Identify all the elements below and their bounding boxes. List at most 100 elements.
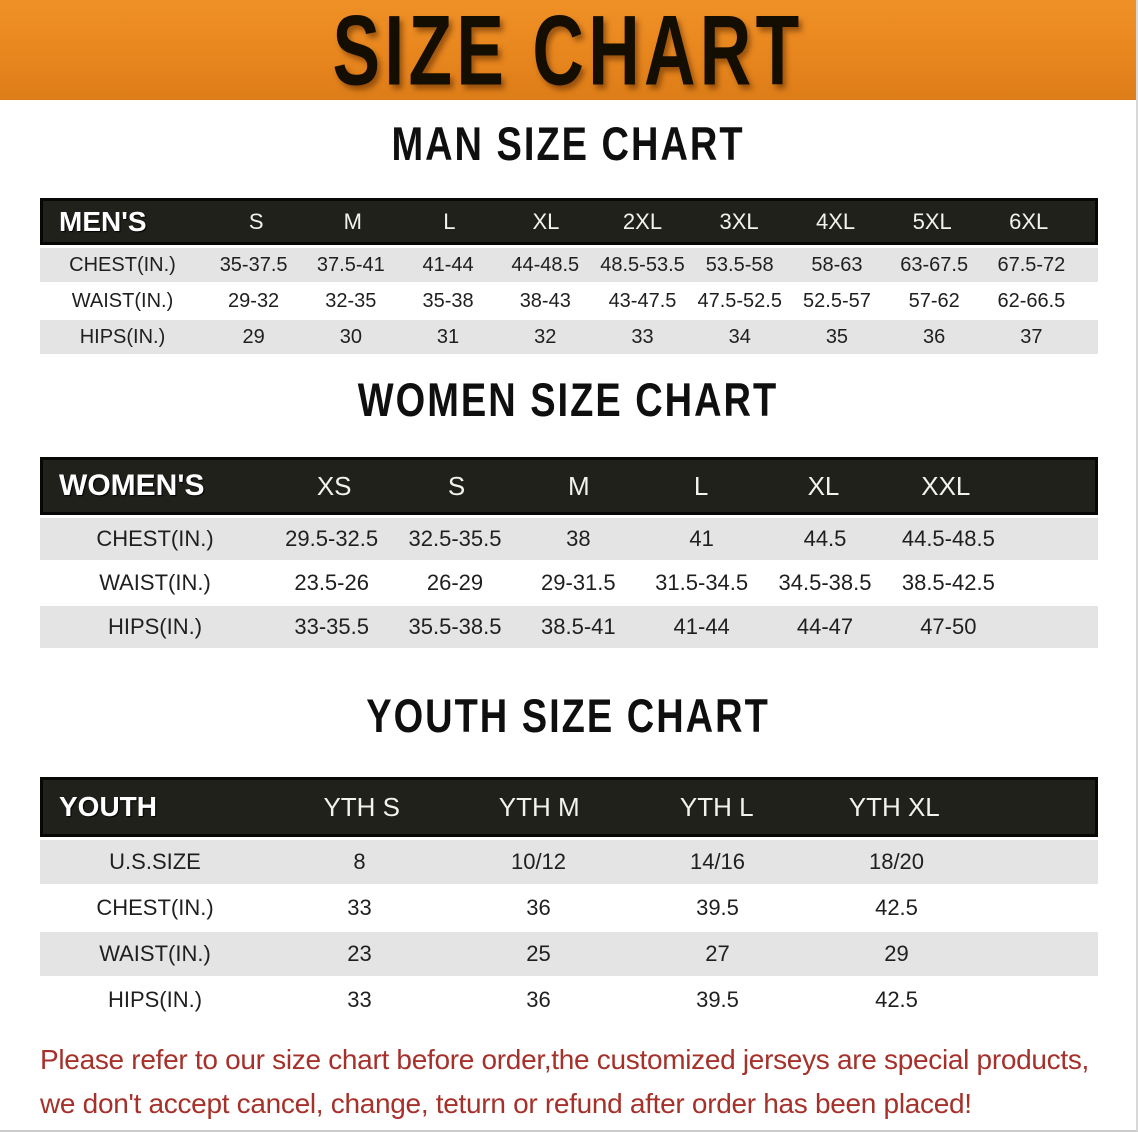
men-size-header-cell: XL bbox=[532, 208, 560, 234]
men-measurement-cell: 41-44 bbox=[422, 253, 474, 276]
men-measurement-cell: 57-62 bbox=[908, 289, 960, 312]
youth-size-header-cell: YTH XL bbox=[848, 791, 940, 822]
women-measurement-cell: 38.5-42.5 bbox=[901, 570, 995, 595]
men-size-header-cell: 5XL bbox=[912, 208, 952, 234]
women-size-header-cell: XL bbox=[807, 470, 840, 501]
men-size-header-cell: 3XL bbox=[719, 208, 759, 234]
disclaimer-line-2: we don't accept cancel, change, teturn o… bbox=[40, 1088, 972, 1119]
men-measurement-cell: 53.5-58 bbox=[705, 253, 774, 276]
banner: SIZE CHART bbox=[0, 0, 1136, 106]
youth-measurement-cell: 29 bbox=[884, 941, 909, 966]
women-row-label: WAIST(IN.) bbox=[99, 570, 211, 595]
youth-measurement-cell: 27 bbox=[705, 941, 730, 966]
women-size-header-cell: L bbox=[693, 470, 709, 501]
men-row-label: CHEST(IN.) bbox=[69, 253, 176, 276]
men-size-header-cell: L bbox=[443, 208, 456, 234]
youth-size-header-cell: YTH S bbox=[323, 791, 401, 822]
youth-table-row: CHEST(IN.) 33 36 39.5 42.5 bbox=[40, 886, 1098, 930]
men-size-header-cell: M bbox=[343, 208, 362, 234]
women-measurement-cell: 44.5 bbox=[803, 526, 847, 551]
men-measurement-cell: 43-47.5 bbox=[608, 289, 677, 312]
youth-measurement-cell: 33 bbox=[347, 895, 372, 920]
men-measurement-cell: 29 bbox=[242, 325, 265, 348]
men-measurement-cell: 32-35 bbox=[325, 289, 377, 312]
men-measurement-cell: 38-43 bbox=[519, 289, 571, 312]
women-measurement-cell: 33-35.5 bbox=[294, 614, 369, 639]
women-size-section: WOMEN SIZE CHART WOMEN'S XS S M L XL XXL CHEST(… bbox=[0, 375, 1136, 650]
youth-table-row: HIPS(IN.) 33 36 39.5 42.5 bbox=[40, 978, 1098, 1022]
youth-measurement-cell: 14/16 bbox=[689, 849, 746, 874]
youth-measurement-cell: 42.5 bbox=[875, 895, 918, 920]
women-size-header-cell: S bbox=[447, 470, 466, 501]
women-measurement-cell: 29.5-32.5 bbox=[285, 526, 379, 551]
youth-size-header-cell: YTH L bbox=[679, 791, 754, 822]
youth-size-section: YOUTH SIZE CHART YOUTH YTH S YTH M YTH L YTH… bbox=[0, 691, 1136, 1024]
men-measurement-cell: 37 bbox=[1020, 325, 1043, 348]
youth-section-title-wrap: YOUTH SIZE CHART bbox=[0, 691, 1136, 744]
men-table-row: WAIST(IN.) 29-32 32-35 35-38 38-43 43-47.5 47.… bbox=[40, 284, 1098, 318]
men-measurement-cell: 47.5-52.5 bbox=[697, 289, 782, 312]
men-corner-label: MEN'S bbox=[59, 205, 147, 237]
women-measurement-cell: 23.5-26 bbox=[294, 570, 369, 595]
women-section-title: WOMEN SIZE CHART bbox=[357, 374, 779, 428]
women-size-table: WOMEN'S XS S M L XL XXL CHEST(IN.) 29.5-32.5 32.5… bbox=[40, 457, 1098, 648]
youth-table-row: WAIST(IN.) 23 25 27 29 bbox=[40, 932, 1098, 976]
youth-row-label: CHEST(IN.) bbox=[96, 895, 214, 920]
banner-title: SIZE CHART bbox=[332, 0, 804, 106]
men-measurement-cell: 35-38 bbox=[422, 289, 474, 312]
women-table-row: HIPS(IN.) 33-35.5 35.5-38.5 38.5-41 41-44 44-… bbox=[40, 606, 1098, 648]
youth-measurement-cell: 39.5 bbox=[696, 987, 739, 1012]
women-measurement-cell: 44.5-48.5 bbox=[901, 526, 995, 551]
men-measurement-cell: 62-66.5 bbox=[997, 289, 1066, 312]
men-measurement-cell: 63-67.5 bbox=[900, 253, 969, 276]
men-measurement-cell: 35 bbox=[825, 325, 849, 348]
women-table-row: WAIST(IN.) 23.5-26 26-29 29-31.5 31.5-34.5 34… bbox=[40, 562, 1098, 604]
men-table-header: MEN'S S M L XL 2XL 3XL 4XL 5XL 6XL bbox=[40, 198, 1098, 245]
women-measurement-cell: 34.5-38.5 bbox=[778, 570, 872, 595]
youth-measurement-cell: 33 bbox=[347, 987, 372, 1012]
youth-measurement-cell: 36 bbox=[526, 987, 551, 1012]
men-measurement-cell: 36 bbox=[923, 325, 946, 348]
youth-measurement-cell: 39.5 bbox=[696, 895, 739, 920]
men-measurement-cell: 48.5-53.5 bbox=[600, 253, 685, 276]
women-row-label: HIPS(IN.) bbox=[107, 614, 203, 639]
men-measurement-cell: 44-48.5 bbox=[511, 253, 580, 276]
youth-size-header-cell: YTH M bbox=[498, 791, 580, 822]
women-measurement-cell: 38.5-41 bbox=[541, 614, 616, 639]
men-measurement-cell: 31 bbox=[436, 325, 460, 348]
women-measurement-cell: 32.5-35.5 bbox=[408, 526, 502, 551]
men-row-label: WAIST(IN.) bbox=[71, 289, 174, 312]
men-measurement-cell: 29-32 bbox=[228, 289, 280, 312]
youth-measurement-cell: 8 bbox=[353, 849, 366, 874]
women-measurement-cell: 41 bbox=[689, 526, 714, 551]
youth-row-label: HIPS(IN.) bbox=[107, 987, 203, 1012]
youth-measurement-cell: 18/20 bbox=[868, 849, 925, 874]
men-size-header-cell: 6XL bbox=[1009, 208, 1049, 234]
women-measurement-cell: 44-47 bbox=[796, 614, 854, 639]
youth-measurement-cell: 42.5 bbox=[875, 987, 918, 1012]
men-size-section: MAN SIZE CHART MEN'S S M L XL 2XL 3XL 4XL 5XL 6XL… bbox=[0, 119, 1136, 356]
youth-row-label: WAIST(IN.) bbox=[99, 941, 211, 966]
women-measurement-cell: 31.5-34.5 bbox=[655, 570, 749, 595]
men-table-row: CHEST(IN.) 35-37.5 37.5-41 41-44 44-48.5 48.5… bbox=[40, 248, 1098, 282]
women-size-header-cell: XXL bbox=[921, 470, 971, 501]
youth-measurement-cell: 25 bbox=[526, 941, 551, 966]
youth-table-header: YOUTH YTH S YTH M YTH L YTH XL bbox=[40, 777, 1098, 837]
men-size-table: MEN'S S M L XL 2XL 3XL 4XL 5XL 6XL CHEST(IN.) 35-37… bbox=[40, 198, 1098, 354]
women-measurement-cell: 47-50 bbox=[920, 614, 977, 639]
men-measurement-cell: 37.5-41 bbox=[316, 253, 385, 276]
women-measurement-cell: 26-29 bbox=[426, 570, 484, 595]
men-size-header-cell: S bbox=[248, 208, 264, 234]
men-measurement-cell: 32 bbox=[534, 325, 557, 348]
women-table-header: WOMEN'S XS S M L XL XXL bbox=[40, 457, 1098, 515]
women-measurement-cell: 35.5-38.5 bbox=[408, 614, 502, 639]
youth-measurement-cell: 10/12 bbox=[510, 849, 567, 874]
men-measurement-cell: 35-37.5 bbox=[219, 253, 288, 276]
youth-size-table: YOUTH YTH S YTH M YTH L YTH XL U.S.SIZE 8 10/12… bbox=[40, 777, 1098, 1022]
youth-measurement-cell: 23 bbox=[347, 941, 372, 966]
women-measurement-cell: 38 bbox=[566, 526, 591, 551]
men-size-header-cell: 4XL bbox=[816, 208, 856, 234]
men-measurement-cell: 30 bbox=[339, 325, 362, 348]
men-section-title-wrap: MAN SIZE CHART bbox=[0, 119, 1136, 172]
men-measurement-cell: 33 bbox=[631, 325, 654, 348]
